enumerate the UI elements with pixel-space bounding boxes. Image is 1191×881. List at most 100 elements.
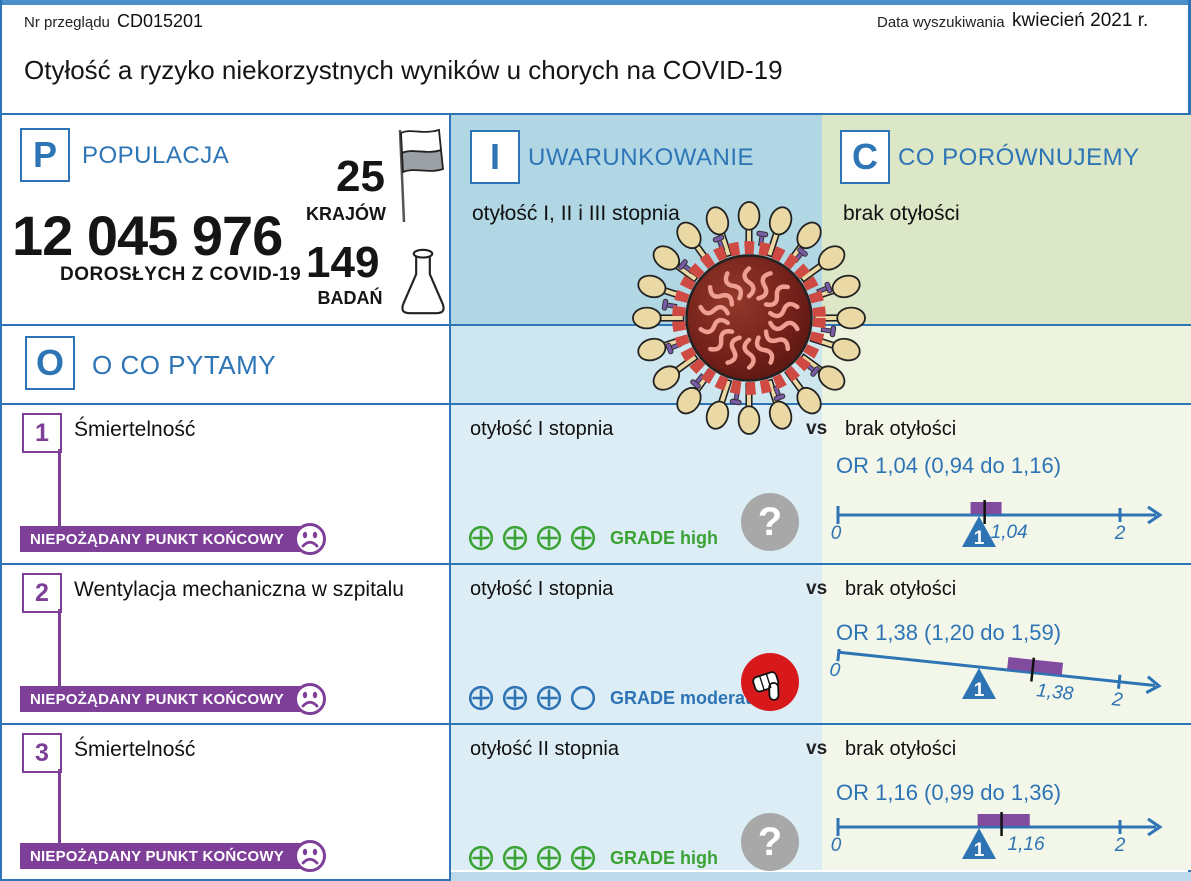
outcome-number-box: 2 bbox=[22, 573, 62, 613]
svg-text:2: 2 bbox=[1110, 689, 1124, 711]
svg-text:0: 0 bbox=[831, 835, 842, 856]
balance-scale-chart: 0 2 1,04 1 bbox=[831, 500, 1163, 549]
population-caption: DOROSŁYCH Z COVID-19 bbox=[60, 264, 302, 285]
bottom-strip bbox=[451, 872, 1191, 881]
endpoint-badge: NIEPOŻĄDANY PUNKT KOŃCOWY bbox=[20, 523, 326, 555]
svg-text:2: 2 bbox=[1114, 835, 1126, 856]
grade-plus-icons bbox=[468, 525, 596, 551]
vs-label: vs bbox=[806, 578, 828, 599]
question-icon: ? bbox=[741, 493, 799, 551]
divider bbox=[0, 113, 1191, 115]
exposure-label: otyłość I stopnia bbox=[470, 578, 614, 600]
review-number-label: Nr przeglądu bbox=[24, 14, 110, 31]
balance-scale-chart: 0 2 1,38 1 bbox=[830, 649, 1162, 711]
page-title: Otyłość a ryzyko niekorzystnych wyników … bbox=[24, 55, 783, 85]
outcome-title: Wentylacja mechaniczna w szpitalu bbox=[74, 578, 404, 601]
page-border bbox=[0, 0, 1191, 5]
column-divider bbox=[449, 113, 451, 881]
population-letter: P bbox=[32, 134, 57, 175]
vs-label: vs bbox=[806, 738, 828, 759]
row1-right-background bbox=[822, 405, 1191, 563]
grade-rating: GRADE high bbox=[468, 845, 718, 871]
svg-text:1,16: 1,16 bbox=[1008, 834, 1045, 855]
comparison-value: brak otyłości bbox=[843, 202, 960, 225]
divider bbox=[0, 723, 1191, 725]
odds-ratio-value: OR 1,38 (1,20 do 1,59) bbox=[836, 620, 1062, 645]
outcome-title: Śmiertelność bbox=[74, 738, 196, 761]
outcome-number: 2 bbox=[35, 578, 49, 607]
population-letter-box: P bbox=[20, 128, 70, 182]
outcomes-letter: O bbox=[35, 342, 64, 383]
intervention-letter-box: I bbox=[470, 130, 520, 184]
grade-label: GRADE high bbox=[610, 527, 718, 548]
outcome-title: Śmiertelność bbox=[74, 418, 196, 441]
outcome-row-2: 2 Wentylacja mechaniczna w szpitalu NIEP… bbox=[0, 565, 1191, 723]
sad-face-icon bbox=[293, 683, 326, 715]
grade-label: GRADE moderate bbox=[610, 687, 762, 708]
comparison-label: brak otyłości bbox=[845, 738, 957, 760]
svg-text:2: 2 bbox=[1114, 523, 1126, 544]
outcome-number: 1 bbox=[35, 418, 49, 447]
exposure-label: otyłość I stopnia bbox=[470, 418, 614, 440]
svg-text:1: 1 bbox=[974, 528, 985, 549]
intervention-value: otyłość I, II i III stopnia bbox=[472, 202, 680, 225]
studies-label: BADAŃ bbox=[317, 288, 383, 308]
row2-right-background bbox=[822, 565, 1191, 723]
sad-face-icon bbox=[293, 523, 326, 555]
divider bbox=[0, 563, 1191, 565]
question-icon: ? bbox=[741, 813, 799, 871]
endpoint-badge-label: NIEPOŻĄDANY PUNKT KOŃCOWY bbox=[30, 690, 284, 708]
search-date-value: kwiecień 2021 r. bbox=[1012, 10, 1149, 31]
exposure-label: otyłość II stopnia bbox=[470, 738, 619, 760]
intervention-label: UWARUNKOWANIE bbox=[528, 144, 755, 171]
comparison-label: CO PORÓWNUJEMY bbox=[898, 144, 1140, 171]
row3-right-background bbox=[822, 725, 1191, 870]
svg-text:1: 1 bbox=[974, 840, 985, 861]
grade-plus-icons bbox=[468, 685, 596, 711]
endpoint-badge-label: NIEPOŻĄDANY PUNKT KOŃCOWY bbox=[30, 847, 284, 865]
comparison-letter-box: C bbox=[840, 130, 890, 184]
balance-scale-chart: 0 2 1,16 1 bbox=[831, 812, 1163, 861]
flag-icon bbox=[398, 128, 444, 223]
o-row-right-background bbox=[822, 326, 1191, 403]
search-date-label: Data wyszukiwania bbox=[877, 14, 1005, 31]
divider bbox=[0, 403, 1191, 405]
divider bbox=[0, 324, 1191, 326]
grade-plus-icons bbox=[468, 845, 596, 871]
outcome-number-box: 3 bbox=[22, 733, 62, 773]
endpoint-badge-label: NIEPOŻĄDANY PUNKT KOŃCOWY bbox=[30, 530, 284, 548]
review-number-value: CD015201 bbox=[117, 11, 204, 31]
comparison-letter: C bbox=[852, 136, 878, 177]
outcome-number-box: 1 bbox=[22, 413, 62, 453]
svg-text:0: 0 bbox=[831, 523, 842, 544]
outcome-number: 3 bbox=[35, 738, 49, 767]
svg-text:0: 0 bbox=[830, 659, 842, 681]
countries-label: KRAJÓW bbox=[306, 204, 386, 224]
intervention-letter: I bbox=[489, 136, 500, 177]
connector-line bbox=[58, 769, 61, 843]
svg-text:1,04: 1,04 bbox=[991, 522, 1028, 543]
endpoint-badge: NIEPOŻĄDANY PUNKT KOŃCOWY bbox=[20, 683, 326, 715]
outcomes-label: O CO PYTAMY bbox=[92, 350, 277, 380]
connector-line bbox=[58, 449, 61, 526]
thumbs-down-icon bbox=[741, 653, 799, 711]
endpoint-badge: NIEPOŻĄDANY PUNKT KOŃCOWY bbox=[20, 840, 326, 872]
svg-text:1: 1 bbox=[974, 680, 985, 701]
grade-rating: GRADE high bbox=[468, 525, 718, 551]
coronavirus-icon bbox=[632, 201, 866, 435]
connector-line bbox=[58, 609, 61, 686]
svg-text:1,38: 1,38 bbox=[1035, 680, 1074, 705]
grade-label: GRADE high bbox=[610, 847, 718, 868]
outcomes-letter-box: O bbox=[25, 336, 75, 390]
odds-ratio-value: OR 1,04 (0,94 do 1,16) bbox=[836, 453, 1062, 478]
flask-icon bbox=[401, 248, 445, 315]
population-count: 12 045 976 bbox=[12, 204, 283, 267]
odds-ratio-value: OR 1,16 (0,99 do 1,36) bbox=[836, 780, 1062, 805]
comparison-label: brak otyłości bbox=[845, 418, 957, 440]
studies-count: 149 bbox=[306, 238, 380, 287]
population-label: POPULACJA bbox=[82, 142, 230, 169]
comparison-label: brak otyłości bbox=[845, 578, 957, 600]
outcome-row-1: 1 Śmiertelność NIEPOŻĄDANY PUNKT KOŃCOWY… bbox=[0, 405, 1191, 563]
sad-face-icon bbox=[293, 840, 326, 872]
